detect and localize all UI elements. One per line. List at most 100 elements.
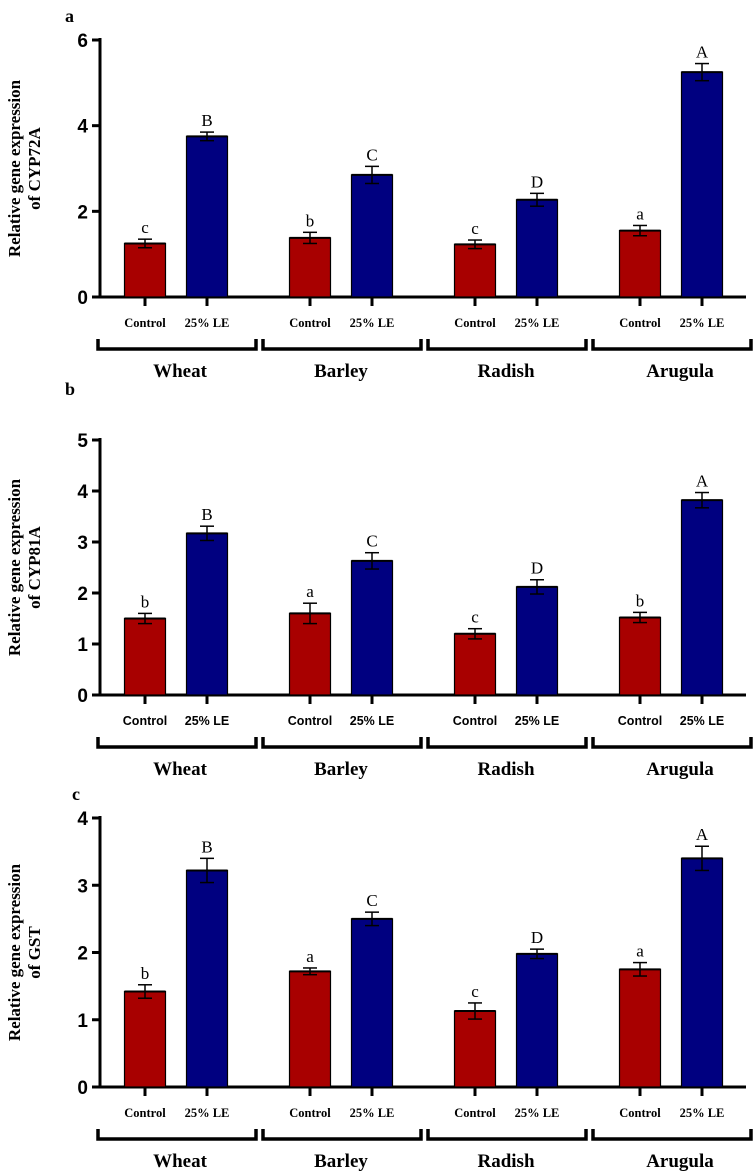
significance-letter: C bbox=[366, 891, 377, 910]
significance-letter: D bbox=[531, 172, 543, 191]
category-label: 25% LE bbox=[185, 714, 229, 728]
y-tick-label: 4 bbox=[77, 482, 88, 503]
y-tick-label: 3 bbox=[77, 876, 88, 897]
group-label-barley: Barley bbox=[314, 361, 368, 382]
y-tick-label: 2 bbox=[77, 944, 88, 965]
significance-letter: C bbox=[366, 145, 377, 164]
bar-control-radish bbox=[453, 633, 497, 696]
category-label: 25% LE bbox=[350, 1106, 395, 1120]
bar-control-arugula bbox=[618, 230, 662, 298]
bar-control-arugula bbox=[618, 616, 662, 696]
bar-treatment-radish bbox=[515, 586, 559, 696]
category-label: Control bbox=[619, 1106, 661, 1120]
significance-letter: b bbox=[306, 211, 315, 230]
category-label: 25% LE bbox=[185, 1106, 230, 1120]
category-label: Control bbox=[289, 1106, 331, 1120]
bar-treatment-barley bbox=[350, 174, 394, 298]
group-bracket bbox=[261, 737, 423, 749]
group-bracket bbox=[261, 1129, 423, 1141]
panel-label: a bbox=[65, 6, 74, 26]
group-label-radish: Radish bbox=[477, 1151, 534, 1172]
bar-treatment-arugula bbox=[680, 857, 724, 1088]
category-label: Control bbox=[618, 714, 662, 728]
panel-c: c Relative gene expressionof GST 0 1 2 3 4 b Con… bbox=[5, 784, 753, 1172]
group-bracket bbox=[426, 737, 588, 749]
category-label: 25% LE bbox=[350, 714, 394, 728]
group-label-barley: Barley bbox=[314, 759, 368, 780]
y-tick-label: 4 bbox=[77, 809, 88, 830]
significance-letter: a bbox=[306, 582, 314, 601]
significance-letter: B bbox=[201, 837, 212, 856]
significance-letter: b bbox=[141, 592, 150, 611]
category-label: Control bbox=[454, 1106, 496, 1120]
group-bracket bbox=[96, 737, 258, 749]
group-bracket bbox=[96, 1129, 258, 1141]
y-tick-label: 5 bbox=[77, 431, 88, 452]
category-label: 25% LE bbox=[680, 1106, 725, 1120]
group-label-wheat: Wheat bbox=[153, 759, 208, 780]
panel-b: b Relative gene expressionof CYP81A 0 1 2 3 4 5… bbox=[5, 379, 753, 780]
y-tick-label: 6 bbox=[77, 31, 88, 52]
y-tick-label: 2 bbox=[77, 202, 88, 223]
significance-letter: a bbox=[636, 942, 644, 961]
group-bracket bbox=[591, 1129, 753, 1141]
significance-letter: B bbox=[201, 111, 212, 130]
y-tick-label: 4 bbox=[77, 117, 88, 138]
category-label: 25% LE bbox=[680, 316, 725, 330]
y-axis-label-line2: of CYP72A bbox=[25, 126, 44, 209]
y-tick-label: 3 bbox=[77, 533, 88, 554]
bar-control-barley bbox=[288, 612, 332, 696]
bar-treatment-arugula bbox=[680, 499, 724, 696]
bar-control-barley bbox=[288, 970, 332, 1088]
significance-letter: A bbox=[696, 825, 709, 844]
group-label-wheat: Wheat bbox=[153, 1151, 208, 1172]
significance-letter: b bbox=[636, 591, 645, 610]
bar-treatment-arugula bbox=[680, 71, 724, 298]
group-bracket bbox=[96, 339, 258, 351]
significance-letter: D bbox=[531, 559, 543, 578]
group-label-radish: Radish bbox=[477, 361, 534, 382]
bar-control-wheat bbox=[123, 990, 167, 1088]
bar-control-arugula bbox=[618, 968, 662, 1088]
significance-letter: b bbox=[141, 964, 150, 983]
significance-letter: c bbox=[471, 608, 479, 627]
significance-letter: A bbox=[696, 43, 709, 62]
group-label-arugula: Arugula bbox=[646, 759, 714, 780]
category-label: Control bbox=[453, 714, 497, 728]
bar-control-wheat bbox=[123, 242, 167, 298]
significance-letter: C bbox=[366, 532, 377, 551]
category-label: Control bbox=[289, 316, 331, 330]
group-bracket bbox=[426, 339, 588, 351]
bar-treatment-radish bbox=[515, 199, 559, 298]
y-axis-label: Relative gene expressionof GST bbox=[5, 863, 44, 1041]
bar-control-radish bbox=[453, 1010, 497, 1088]
category-label: Control bbox=[288, 714, 332, 728]
y-tick-label: 2 bbox=[77, 584, 88, 605]
y-tick-label: 0 bbox=[77, 288, 88, 309]
significance-letter: a bbox=[306, 947, 314, 966]
category-label: Control bbox=[124, 316, 166, 330]
y-axis-label: Relative gene expressionof CYP72A bbox=[5, 79, 44, 257]
y-axis-label-line1: Relative gene expression bbox=[5, 79, 24, 257]
group-bracket bbox=[591, 737, 753, 749]
panel-a: a Relative gene expressionof CYP72A 0 2 4 6 c C… bbox=[5, 6, 753, 382]
y-axis-label-line2: of CYP81A bbox=[25, 525, 44, 608]
group-bracket bbox=[426, 1129, 588, 1141]
category-label: Control bbox=[454, 316, 496, 330]
bar-treatment-barley bbox=[350, 560, 394, 696]
y-axis-label-line2: of GST bbox=[25, 926, 44, 979]
category-label: 25% LE bbox=[515, 1106, 560, 1120]
y-tick-label: 0 bbox=[77, 686, 88, 707]
bar-control-wheat bbox=[123, 617, 167, 696]
category-label: Control bbox=[619, 316, 661, 330]
bar-control-radish bbox=[453, 243, 497, 298]
category-label: 25% LE bbox=[680, 714, 724, 728]
group-bracket bbox=[591, 339, 753, 351]
y-tick-label: 0 bbox=[77, 1078, 88, 1099]
significance-letter: D bbox=[531, 928, 543, 947]
bar-treatment-wheat bbox=[185, 869, 229, 1088]
category-label: 25% LE bbox=[185, 316, 230, 330]
significance-letter: c bbox=[471, 982, 479, 1001]
significance-letter: a bbox=[636, 204, 644, 223]
category-label: Control bbox=[124, 1106, 166, 1120]
